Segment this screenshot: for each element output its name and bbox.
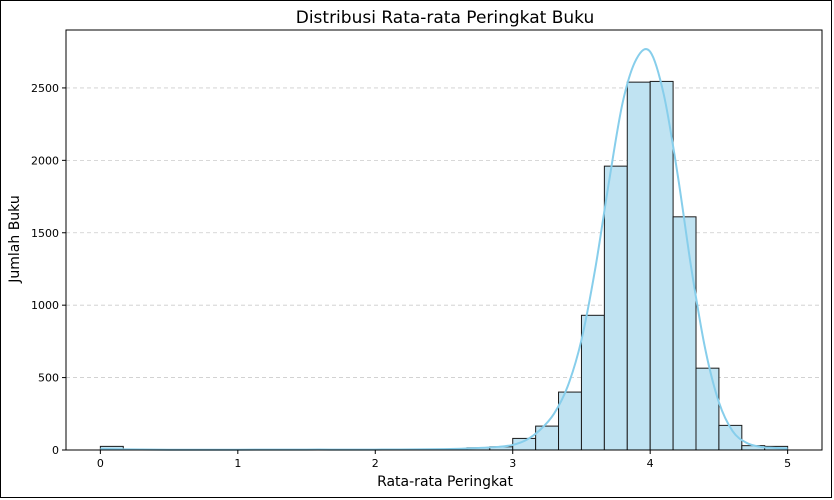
y-tick-label: 2000 xyxy=(31,154,59,167)
histogram-bar xyxy=(626,81,651,451)
y-tick-label: 500 xyxy=(38,372,59,385)
x-tick-label: 2 xyxy=(372,457,379,470)
y-tick-label: 2500 xyxy=(31,82,59,95)
x-tick-label: 0 xyxy=(97,457,104,470)
histogram-bar xyxy=(695,367,720,451)
y-tick-label: 1500 xyxy=(31,227,59,240)
x-tick-label: 1 xyxy=(234,457,241,470)
x-tick-label: 3 xyxy=(509,457,516,470)
y-axis-ticks: 0 500 1000 1500 2000 2500 xyxy=(31,82,66,457)
grid-layer xyxy=(66,87,822,378)
y-tick-label: 0 xyxy=(52,444,59,457)
x-tick-label: 4 xyxy=(647,457,654,470)
chart-title: Distribusi Rata-rata Peringkat Buku xyxy=(296,8,595,28)
histogram-bar xyxy=(603,165,628,451)
y-tick-label: 1000 xyxy=(31,299,59,312)
x-axis-label: Rata-rata Peringkat xyxy=(377,474,513,490)
histogram-bar xyxy=(672,216,697,451)
x-tick-label: 5 xyxy=(784,457,791,470)
bars-layer xyxy=(99,80,789,451)
plot-area-border xyxy=(65,29,823,451)
histogram-bar xyxy=(649,80,674,451)
x-axis-ticks: 0 1 2 3 4 5 xyxy=(97,450,791,470)
y-axis-label: Jumlah Buku xyxy=(7,195,23,283)
histogram-bar xyxy=(580,314,605,451)
